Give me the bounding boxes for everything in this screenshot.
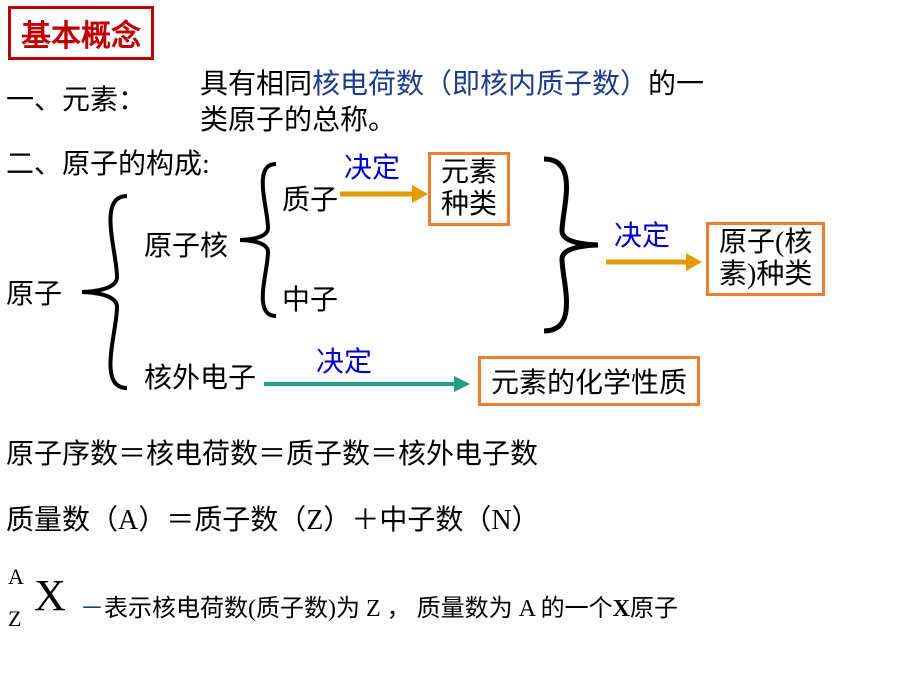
section2-label: 二、原子的构成: [6, 142, 210, 182]
box-element-type-l1: 元素 [441, 157, 497, 189]
arrow-atom [606, 248, 706, 278]
notation-desc1: 表示核电荷数(质子数)为 Z ， [104, 596, 411, 622]
arrow-proton [340, 180, 430, 210]
notation-x: X [34, 570, 66, 621]
tree-neutron: 中子 [282, 278, 338, 318]
box-atom-type-l2: 素)种类 [719, 259, 812, 291]
section1-def-line2: 类原子的总称。 [200, 98, 396, 138]
eq2: 质量数（A）＝质子数（Z）＋中子数（N） [6, 498, 540, 538]
title-box: 基本概念 [8, 6, 154, 60]
brace-close [532, 155, 612, 335]
notation-a: A [8, 564, 24, 590]
notation-z: Z [8, 606, 21, 632]
notation-desc2c: 原子 [630, 596, 678, 622]
def-highlight: 核电荷数（即核内质子数） [312, 69, 648, 100]
box-atom-type: 原子(核 素)种类 [706, 222, 825, 296]
box-element-type-l2: 种类 [441, 189, 497, 221]
box-chem-prop: 元素的化学性质 [478, 356, 700, 406]
arrow-electron [264, 370, 474, 400]
brace-nucleus [232, 160, 287, 320]
notation-dash: － [80, 588, 104, 623]
section1-def-line1: 具有相同核电荷数（即核内质子数）的一 [200, 62, 704, 102]
eq1: 原子序数＝核电荷数＝质子数＝核外电子数 [6, 432, 538, 472]
title-text: 基本概念 [21, 20, 141, 53]
def-prefix: 具有相同 [200, 69, 312, 100]
box-atom-type-l1: 原子(核 [719, 227, 812, 259]
def-suffix-line1: 的一 [648, 69, 704, 100]
tree-root: 原子 [6, 272, 62, 312]
notation-desc: 表示核电荷数(质子数)为 Z ， 质量数为 A 的一个X原子 [104, 588, 678, 623]
notation-desc2b: X [613, 596, 630, 622]
tree-nucleus: 原子核 [144, 224, 228, 264]
box-chem-prop-text: 元素的化学性质 [491, 368, 687, 399]
tree-proton: 质子 [282, 178, 338, 218]
section1-label: 一、元素： [6, 78, 146, 118]
brace-root [72, 192, 142, 392]
tree-electrons: 核外电子 [144, 356, 256, 396]
notation-desc2a: 质量数为 A 的一个 [417, 596, 613, 622]
box-element-type: 元素 种类 [428, 152, 510, 226]
